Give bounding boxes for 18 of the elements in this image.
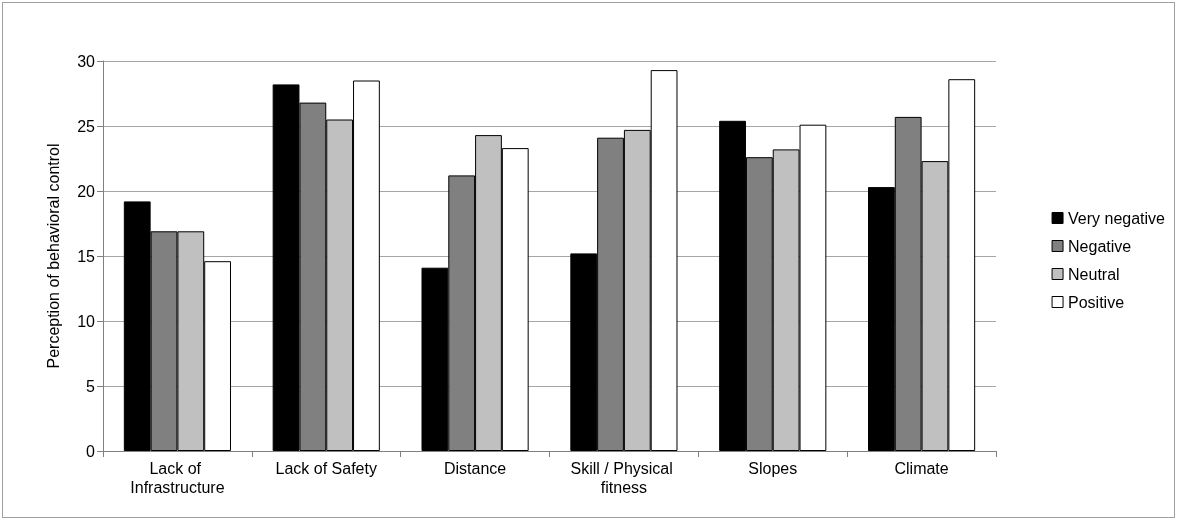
x-tick-label: Climate xyxy=(894,460,949,477)
x-tick-label: Lack of Infrastructure xyxy=(130,460,225,496)
y-tick-label: 0 xyxy=(86,442,96,460)
y-axis-title: Perception of behavioral control xyxy=(44,143,62,369)
y-tick-label: 25 xyxy=(77,117,96,135)
x-tick-label: Distance xyxy=(443,460,507,477)
x-tick-label: Skill / Physical fitness xyxy=(570,460,678,496)
legend-label: Negative xyxy=(1068,237,1132,255)
legend-label: Positive xyxy=(1068,293,1125,311)
y-tick-label: 20 xyxy=(77,182,96,200)
x-tick-label: Slopes xyxy=(748,460,798,477)
x-tick-label: Lack of Safety xyxy=(275,460,377,477)
y-tick-label: 5 xyxy=(86,377,96,395)
legend-label: Neutral xyxy=(1068,265,1120,283)
y-tick-label: 15 xyxy=(77,247,96,265)
y-tick-label: 10 xyxy=(77,312,96,330)
legend-label: Very negative xyxy=(1068,209,1166,227)
y-tick-label: 30 xyxy=(77,52,96,70)
